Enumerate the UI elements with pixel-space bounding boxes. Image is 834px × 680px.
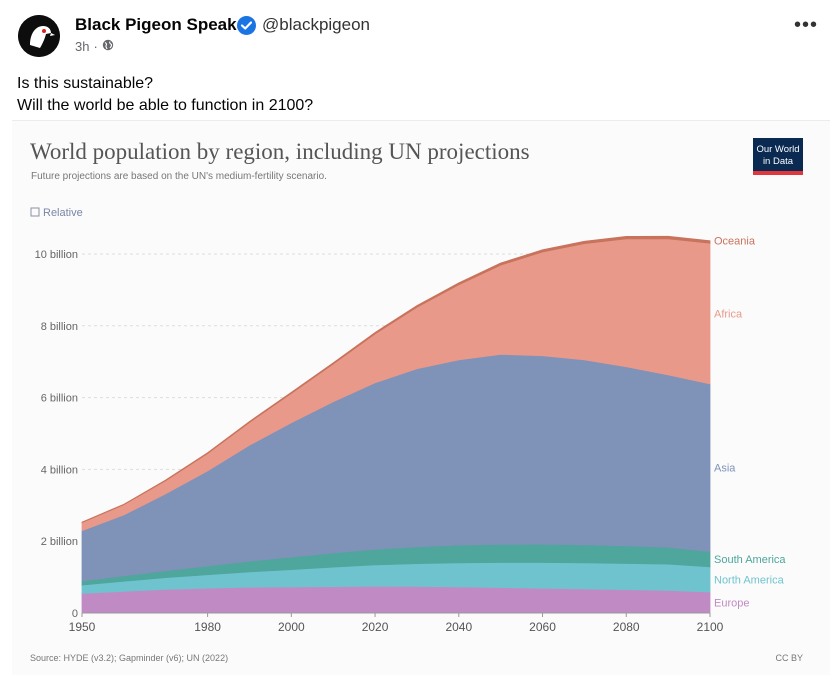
post-text-line: Will the world be able to function in 21… [17, 97, 314, 114]
chart-image[interactable]: World population by region, including UN… [12, 120, 830, 675]
area-oceania [81, 235, 711, 524]
post-text-line: Is this sustainable? [17, 75, 154, 92]
x-tick-label: 2100 [697, 620, 724, 634]
y-tick-label: 4 billion [41, 464, 78, 476]
x-tick-label: 1950 [69, 620, 96, 634]
series-label-africa: Africa [714, 309, 743, 321]
y-tick-label: 0 [72, 608, 78, 620]
population-chart: World population by region, including UN… [30, 138, 803, 663]
series-label-europe: Europe [714, 597, 749, 609]
x-tick-label: 2080 [613, 620, 640, 634]
relative-checkbox[interactable] [30, 207, 40, 217]
stacked-areas [81, 235, 711, 614]
owid-logo[interactable]: Our World in Data [753, 138, 803, 175]
series-label-north-america: North America [714, 574, 785, 586]
relative-toggle[interactable]: Relative [30, 207, 83, 219]
author-name[interactable]: Black Pigeon Speaks [75, 15, 247, 34]
x-tick-label: 2040 [445, 620, 472, 634]
separator: · [93, 39, 98, 54]
series-labels: Europe North America South America Asia Afri… [714, 236, 786, 610]
post-text: Is this sustainable? Will the world be a… [17, 73, 313, 117]
area-europe [81, 585, 711, 614]
verified-badge-icon [237, 16, 256, 35]
x-tick-label: 2020 [362, 620, 389, 634]
globe-icon [102, 39, 114, 54]
logo-accent [753, 171, 803, 175]
pigeon-logo-icon [18, 15, 60, 57]
logo-text-line: in Data [763, 156, 794, 167]
chart-subtitle: Future projections are based on the UN's… [31, 171, 327, 182]
logo-text-line: Our World [756, 144, 799, 155]
more-options-button[interactable]: ••• [794, 14, 819, 36]
x-axis: 1950 1980 2000 2020 2040 2060 2080 2100 [69, 612, 724, 634]
series-label-oceania: Oceania [714, 236, 756, 248]
license-label: CC BY [775, 653, 803, 663]
avatar[interactable] [18, 15, 60, 57]
y-tick-label: 10 billion [35, 249, 78, 261]
x-tick-label: 2000 [278, 620, 305, 634]
post-header: Black Pigeon Speaks @blackpigeon 3h · ••… [0, 0, 834, 64]
y-axis: 0 2 billion 4 billion 6 billion 8 billion 10 … [35, 249, 78, 620]
logo-box [753, 138, 803, 175]
y-tick-label: 6 billion [41, 393, 78, 405]
series-label-south-america: South America [714, 554, 786, 566]
x-tick-label: 1980 [194, 620, 221, 634]
relative-label: Relative [43, 207, 83, 219]
post-time[interactable]: 3h [75, 39, 90, 54]
series-label-asia: Asia [714, 463, 736, 475]
author-handle[interactable]: @blackpigeon [262, 15, 370, 34]
chart-title: World population by region, including UN… [30, 139, 530, 164]
source-note: Source: HYDE (v3.2); Gapminder (v6); UN … [30, 653, 228, 663]
y-tick-label: 8 billion [41, 321, 78, 333]
post-meta: 3h · [75, 39, 114, 54]
x-tick-label: 2060 [529, 620, 556, 634]
y-tick-label: 2 billion [41, 536, 78, 548]
